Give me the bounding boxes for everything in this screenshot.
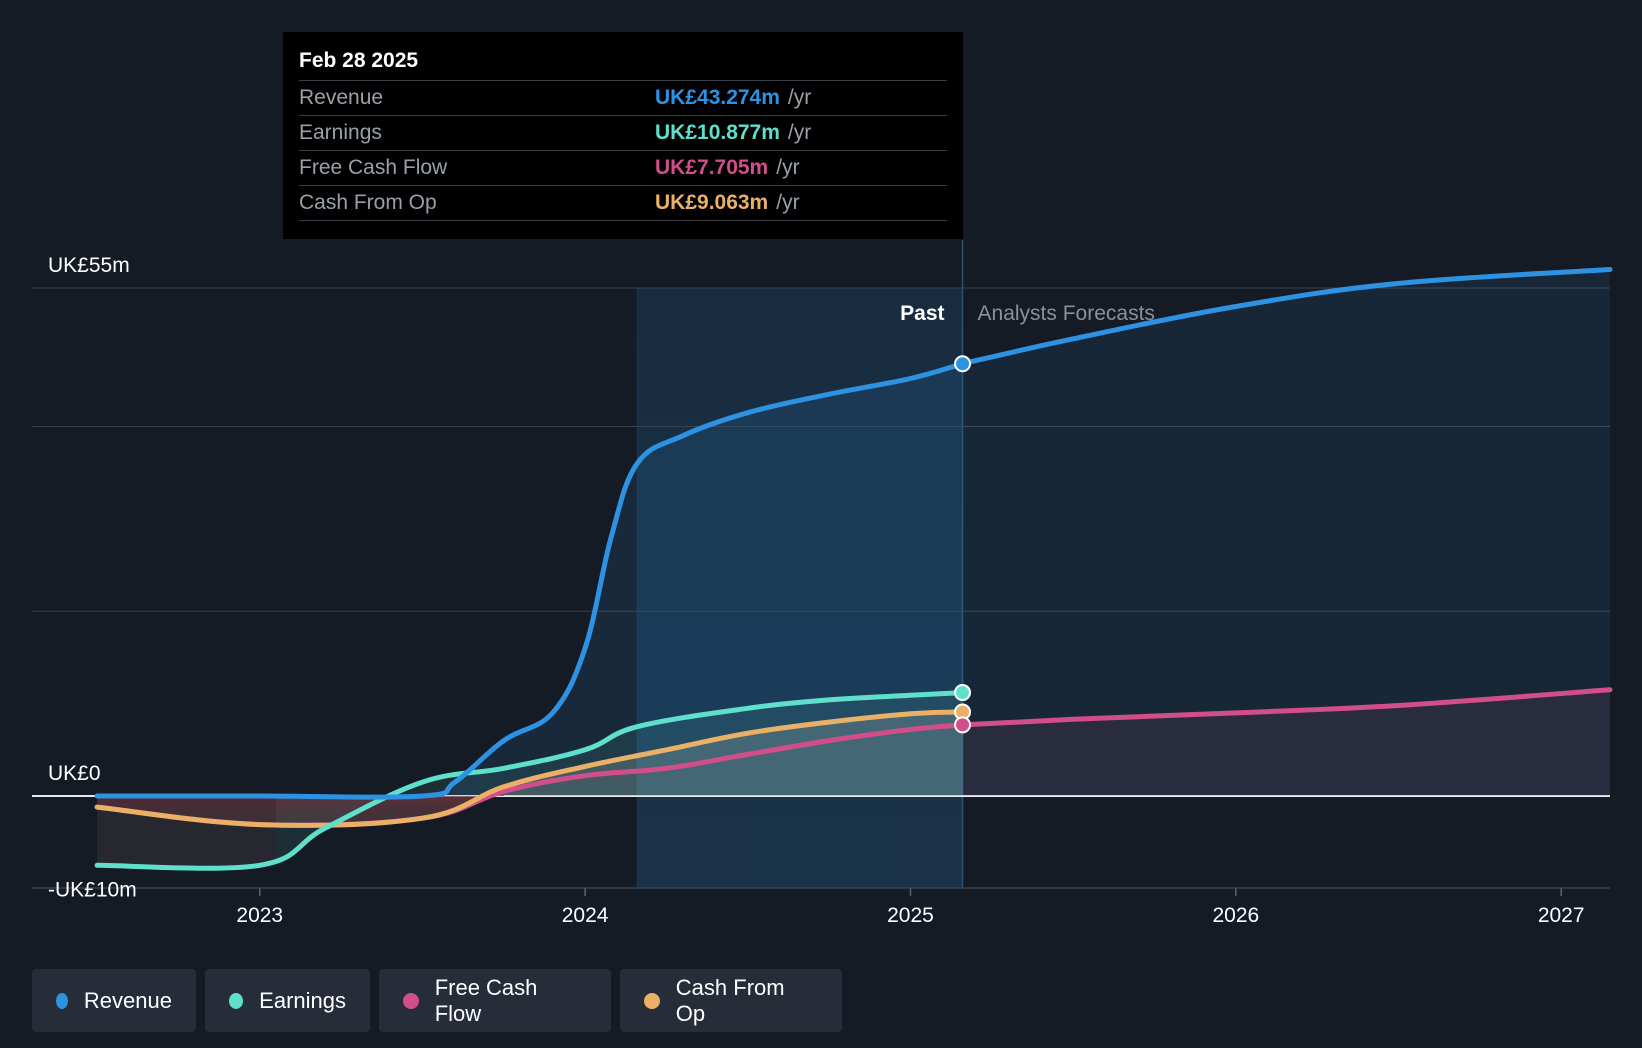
tooltip-unit: /yr	[787, 121, 812, 144]
x-tick-label: 2027	[1538, 904, 1585, 927]
x-tick-label: 2025	[887, 904, 934, 927]
tooltip-row-earnings: Earnings UK£10.877m /yr	[299, 115, 947, 150]
revenue-area-past	[97, 363, 963, 798]
revenue-line-past	[94, 361, 965, 800]
y-label-zero: UK£0	[48, 762, 101, 785]
earnings-line-past	[94, 690, 965, 871]
legend-item-cash-from-op[interactable]: Cash From Op	[620, 969, 842, 1032]
y-label-bottom: -UK£10m	[48, 878, 137, 901]
forecast-label: Analysts Forecasts	[978, 302, 1155, 325]
tooltip-row-cash-from-op: Cash From Op UK£9.063m /yr	[299, 185, 947, 221]
past-label: Past	[900, 302, 944, 325]
legend-item-revenue[interactable]: Revenue	[32, 969, 196, 1032]
cash-from-op-dot-icon	[644, 992, 660, 1009]
tooltip-value: UK£9.063m	[655, 191, 769, 214]
tooltip-value: UK£43.274m	[655, 86, 780, 109]
tooltip-unit: /yr	[776, 156, 800, 179]
legend: Revenue Earnings Free Cash Flow Cash Fro…	[32, 969, 842, 1032]
x-tick-label: 2023	[236, 904, 283, 927]
earnings-dot-icon	[229, 992, 244, 1009]
legend-label: Cash From Op	[675, 974, 785, 1026]
tooltip-label: Revenue	[299, 86, 384, 109]
revenue-dot-icon	[56, 992, 68, 1009]
chart: UK£55m UK£0 -UK£10m Past Analysts Forecasts 2…	[32, 240, 1613, 927]
free-cash-flow-marker	[954, 716, 972, 734]
negative-area-earnings	[97, 796, 277, 866]
legend-label: Free Cash Flow	[434, 974, 538, 1026]
tooltip-row-free-cash-flow: Free Cash Flow UK£7.705m /yr	[299, 150, 947, 185]
past-highlight-band	[637, 288, 963, 888]
tooltip-label: Cash From Op	[299, 191, 437, 214]
free-cash-flow-dot-icon	[403, 992, 419, 1009]
x-tick-label: 2024	[562, 904, 609, 927]
earnings-marker	[954, 684, 972, 702]
revenue-line-forecast	[960, 267, 1613, 367]
tooltip-label: Free Cash Flow	[299, 156, 448, 179]
legend-label: Revenue	[83, 987, 172, 1013]
free-cash-flow-line-forecast	[960, 687, 1613, 728]
tooltip-value: UK£7.705m	[655, 156, 769, 179]
revenue-area-forecast	[962, 269, 1610, 796]
revenue-marker	[954, 355, 972, 373]
x-tick-label: 2026	[1212, 904, 1259, 927]
legend-label: Earnings	[259, 987, 346, 1013]
legend-item-free-cash-flow[interactable]: Free Cash Flow	[379, 969, 611, 1032]
tooltip-label: Earnings	[299, 121, 382, 144]
tooltip-row-revenue: Revenue UK£43.274m /yr	[299, 80, 947, 115]
legend-item-earnings[interactable]: Earnings	[205, 969, 370, 1032]
tooltip-value: UK£10.877m	[655, 121, 780, 144]
tooltip: Feb 28 2025 Revenue UK£43.274m /yr Earni…	[283, 32, 963, 239]
tooltip-unit: /yr	[787, 86, 812, 109]
tooltip-date: Feb 28 2025	[299, 49, 419, 72]
free-cash-flow-area-forecast	[962, 689, 1610, 796]
tooltip-unit: /yr	[776, 191, 800, 214]
y-label-top: UK£55m	[48, 254, 130, 277]
cash-from-op-line-past	[94, 709, 965, 828]
